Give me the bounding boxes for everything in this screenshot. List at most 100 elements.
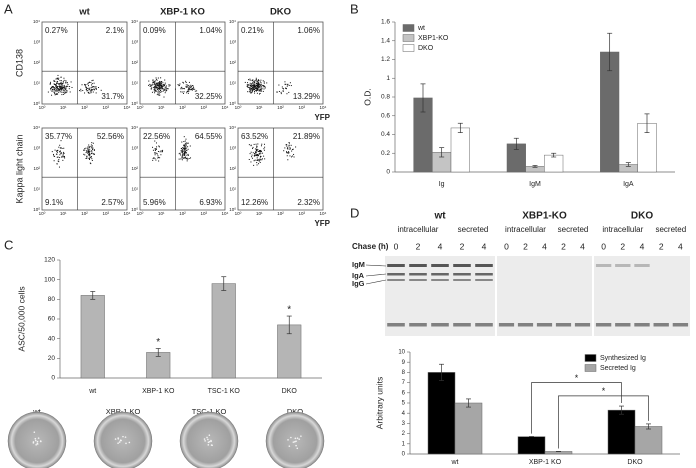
event-dot	[288, 144, 290, 146]
legend-label: DKO	[418, 45, 434, 52]
event-dot	[288, 84, 290, 86]
event-dot	[60, 76, 62, 78]
event-dot	[184, 144, 186, 146]
event-dot	[90, 92, 92, 94]
event-dot	[186, 142, 188, 144]
event-dot	[258, 93, 260, 95]
lane-label: 2	[460, 241, 465, 251]
event-dot	[152, 80, 154, 82]
event-dot	[66, 85, 68, 87]
event-dot	[54, 155, 56, 157]
event-dot	[181, 148, 183, 150]
event-dot	[258, 160, 260, 162]
band-label: IgA	[352, 271, 365, 280]
x-tick-label: 10²	[179, 211, 186, 216]
event-dot	[260, 150, 262, 152]
event-dot	[88, 150, 90, 152]
event-dot	[182, 146, 184, 148]
y-tick-label: 1	[402, 441, 406, 447]
bar	[427, 372, 456, 455]
well-spot	[293, 441, 296, 443]
event-dot	[283, 88, 285, 90]
event-dot	[152, 84, 154, 86]
event-dot	[61, 87, 63, 89]
event-dot	[182, 153, 184, 155]
bar	[80, 295, 105, 379]
event-dot	[181, 150, 183, 152]
event-dot	[246, 84, 248, 86]
event-dot	[62, 159, 64, 161]
event-dot	[91, 145, 93, 147]
event-dot	[261, 159, 263, 161]
event-dot	[63, 90, 65, 92]
event-dot	[156, 87, 158, 89]
event-dot	[157, 157, 159, 159]
event-dot	[90, 153, 92, 155]
event-dot	[187, 154, 189, 156]
event-dot	[58, 90, 60, 92]
event-dot	[184, 148, 186, 150]
event-dot	[51, 85, 53, 87]
event-dot	[87, 148, 89, 150]
event-dot	[254, 86, 256, 88]
event-dot	[260, 89, 262, 91]
event-dot	[87, 83, 89, 85]
event-dot	[285, 144, 287, 146]
event-dot	[256, 85, 258, 87]
event-dot	[50, 89, 52, 91]
event-dot	[181, 157, 183, 159]
event-dot	[163, 85, 165, 87]
x-tick-label: wt	[88, 388, 96, 395]
event-dot	[63, 93, 65, 95]
event-dot	[249, 78, 251, 80]
event-dot	[155, 159, 157, 161]
y-tick-label: 10³	[229, 146, 236, 151]
event-dot	[280, 93, 282, 95]
event-dot	[63, 147, 65, 149]
event-dot	[87, 85, 89, 87]
well-spot	[128, 441, 131, 444]
event-dot	[154, 148, 156, 150]
event-dot	[60, 85, 62, 87]
well-label: TSC-1 KO	[192, 407, 227, 416]
event-dot	[90, 89, 92, 91]
event-dot	[187, 89, 189, 91]
x-tick-label: IgM	[529, 181, 541, 188]
event-dot	[260, 86, 262, 88]
event-dot	[293, 156, 295, 158]
event-dot	[255, 143, 257, 145]
event-dot	[157, 90, 159, 92]
y-tick-label: 10¹	[229, 81, 236, 86]
event-dot	[184, 154, 186, 156]
event-dot	[287, 148, 289, 150]
event-dot	[57, 156, 59, 158]
event-dot	[157, 155, 159, 157]
event-dot	[88, 92, 90, 94]
event-dot	[190, 86, 192, 88]
y-tick-label: 10⁰	[229, 207, 236, 212]
event-dot	[90, 156, 92, 158]
event-dot	[257, 159, 259, 161]
gel-band	[387, 273, 405, 276]
event-dot	[181, 141, 183, 143]
event-dot	[183, 150, 185, 152]
event-dot	[50, 87, 52, 89]
well-spot	[37, 437, 40, 439]
lane-label: 0	[601, 241, 606, 251]
event-dot	[247, 87, 249, 89]
event-dot	[85, 84, 87, 86]
event-dot	[260, 90, 262, 92]
event-dot	[256, 89, 258, 91]
event-dot	[61, 91, 63, 93]
event-dot	[163, 84, 165, 86]
y-tick-label: 10¹	[33, 81, 40, 86]
event-dot	[284, 147, 286, 149]
event-dot	[183, 91, 185, 93]
event-dot	[253, 87, 255, 89]
event-dot	[177, 84, 179, 86]
event-dot	[255, 152, 257, 154]
event-dot	[260, 145, 262, 147]
event-dot	[155, 83, 157, 85]
event-dot	[160, 82, 162, 84]
event-dot	[158, 146, 160, 148]
